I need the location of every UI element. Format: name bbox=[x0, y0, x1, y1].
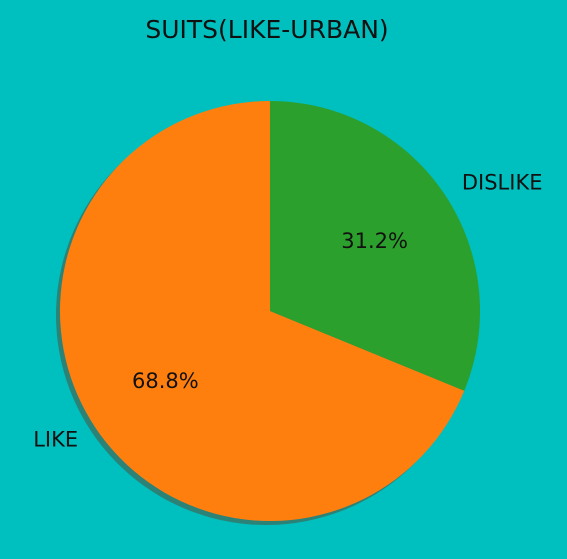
pie-pct-label-like: 68.8% bbox=[132, 369, 199, 393]
pie-slice-like bbox=[60, 101, 465, 521]
pie-slices bbox=[60, 101, 480, 521]
pie-labels: 68.8% LIKE 31.2% DISLIKE bbox=[33, 170, 542, 451]
pie-category-label-dislike: DISLIKE bbox=[462, 170, 543, 194]
pie-pct-label-dislike: 31.2% bbox=[341, 229, 408, 253]
pie-slice-dislike bbox=[270, 101, 480, 391]
pie-category-label-like: LIKE bbox=[33, 428, 78, 452]
chart-title: SUITS(LIKE-URBAN) bbox=[145, 15, 388, 44]
